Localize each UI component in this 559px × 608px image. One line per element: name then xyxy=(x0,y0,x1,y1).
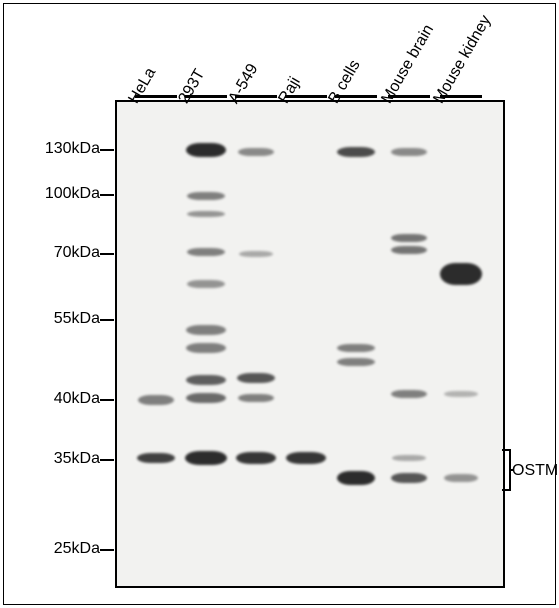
band xyxy=(236,452,276,464)
band xyxy=(391,473,427,483)
mw-marker-tick xyxy=(100,253,114,255)
band xyxy=(187,248,225,256)
band xyxy=(185,451,227,465)
band xyxy=(186,143,226,157)
mw-marker-tick xyxy=(100,149,114,151)
band xyxy=(186,325,226,335)
band xyxy=(391,234,427,242)
band xyxy=(391,246,427,254)
western-blot-figure: 130kDa100kDa70kDa55kDa40kDa35kDa25kDa He… xyxy=(0,0,559,608)
band xyxy=(337,147,375,157)
band xyxy=(187,211,225,217)
band xyxy=(337,471,375,485)
band xyxy=(391,390,427,398)
mw-marker-label: 100kDa xyxy=(45,185,100,203)
band xyxy=(391,148,427,156)
mw-marker-label: 25kDa xyxy=(54,540,100,558)
mw-marker-label: 40kDa xyxy=(54,390,100,408)
band xyxy=(238,394,274,402)
band xyxy=(187,280,225,288)
band xyxy=(239,251,273,257)
mw-marker-label: 35kDa xyxy=(54,450,100,468)
band xyxy=(444,474,478,482)
band xyxy=(186,393,226,403)
mw-marker-tick xyxy=(100,399,114,401)
band xyxy=(186,375,226,385)
mw-marker-tick xyxy=(100,549,114,551)
mw-marker-label: 130kDa xyxy=(45,140,100,158)
band xyxy=(137,453,175,463)
band xyxy=(237,373,275,383)
band xyxy=(186,343,226,353)
band xyxy=(392,455,426,461)
mw-marker-tick xyxy=(100,459,114,461)
band xyxy=(138,395,174,405)
band xyxy=(187,192,225,200)
mw-marker-tick xyxy=(100,319,114,321)
band xyxy=(440,263,482,285)
blot-frame xyxy=(115,100,505,588)
band xyxy=(337,358,375,366)
band xyxy=(337,344,375,352)
ostm1-label: OSTM1 xyxy=(512,462,559,480)
mw-marker-label: 70kDa xyxy=(54,244,100,262)
mw-marker-tick xyxy=(100,194,114,196)
band xyxy=(286,452,326,464)
band xyxy=(238,148,274,156)
mw-marker-label: 55kDa xyxy=(54,310,100,328)
band xyxy=(444,391,478,397)
